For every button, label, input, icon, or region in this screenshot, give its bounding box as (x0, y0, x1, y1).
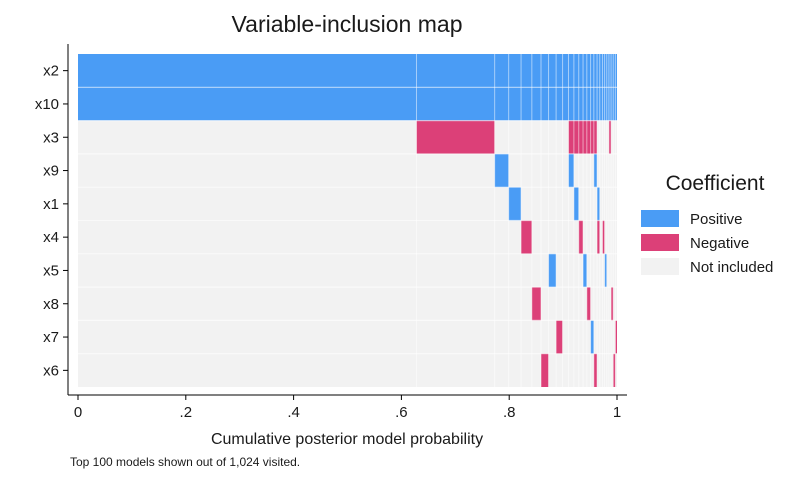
y-tick-label-x1: x1 (43, 196, 59, 213)
y-tick-label-x9: x9 (43, 163, 59, 180)
x-axis: 0 .2 .4 .6 .8 1 (68, 394, 627, 421)
x-tick-label: .4 (287, 404, 300, 421)
x-tick-label: .8 (503, 404, 516, 421)
cell-x2-positive (78, 54, 617, 88)
cell-x5-positive (604, 253, 607, 288)
x-tick-label: .2 (180, 404, 193, 421)
row-bg-x6 (78, 353, 617, 387)
legend-title: Coefficient (666, 172, 765, 195)
row-bg-x8 (78, 287, 617, 321)
cell-x3-negative (416, 120, 495, 154)
legend-swatch-positive (641, 210, 679, 227)
cell-x7-negative (556, 320, 563, 354)
cell-x1-positive (508, 187, 522, 221)
y-tick-label-x3: x3 (43, 129, 59, 146)
y-tick-label-x5: x5 (43, 262, 59, 279)
cell-x4-negative (521, 220, 532, 254)
legend-swatch-none (641, 258, 679, 275)
cell-x7-negative (615, 320, 617, 354)
model-boundary-lines (415, 54, 616, 387)
legend-swatch-negative (641, 234, 679, 251)
row-bg-x1 (78, 187, 617, 221)
cell-x1-positive (597, 187, 600, 221)
cell-x5-positive (548, 253, 557, 288)
x-tick-label: 1 (613, 404, 621, 421)
cell-x1-positive (573, 187, 579, 221)
y-tick-label-x4: x4 (43, 229, 59, 246)
inclusion-cells (78, 54, 617, 387)
y-tick-label-x10: x10 (35, 96, 59, 113)
row-bg-x4 (78, 220, 617, 254)
cell-x9-positive (568, 153, 574, 188)
chart-title: Variable-inclusion map (232, 11, 463, 37)
row-bg-x9 (78, 153, 617, 188)
cell-x4-negative (597, 220, 600, 254)
cell-x10-positive (78, 87, 617, 121)
row-bg-x7 (78, 320, 617, 354)
cell-x8-negative (531, 287, 542, 321)
cell-x8-negative (586, 287, 591, 321)
cell-x9-positive (494, 153, 509, 188)
y-axis: x2 x10 x3 x9 x1 x4 x5 x8 x7 x6 (35, 44, 69, 395)
row-bg-x5 (78, 253, 617, 288)
legend-label-none: Not included (690, 259, 773, 276)
x-axis-label: Cumulative posterior model probability (211, 431, 483, 448)
y-tick-label-x6: x6 (43, 362, 59, 379)
legend: Coefficient Positive Negative Not included (641, 172, 773, 276)
legend-entries: Positive Negative Not included (641, 210, 773, 276)
cell-x6-negative (541, 353, 549, 387)
row-bg-x3 (78, 120, 617, 154)
cell-x8-negative (611, 287, 614, 321)
x-tick-label: .6 (395, 404, 408, 421)
chart-note: Top 100 models shown out of 1,024 visite… (70, 455, 300, 469)
cell-x4-negative (578, 220, 584, 254)
legend-label-negative: Negative (690, 235, 749, 252)
x-tick-label: 0 (74, 404, 82, 421)
cell-x4-negative (602, 220, 605, 254)
y-tick-label-x8: x8 (43, 296, 59, 313)
y-tick-label-x2: x2 (43, 63, 59, 80)
cell-x3-negative (608, 120, 612, 154)
cell-x6-negative (613, 353, 616, 387)
cell-x6-negative (593, 353, 598, 387)
y-tick-label-x7: x7 (43, 329, 59, 346)
cell-x9-positive (593, 153, 598, 188)
legend-label-positive: Positive (690, 211, 743, 228)
cell-x7-positive (590, 320, 594, 354)
cell-x5-positive (583, 253, 587, 288)
